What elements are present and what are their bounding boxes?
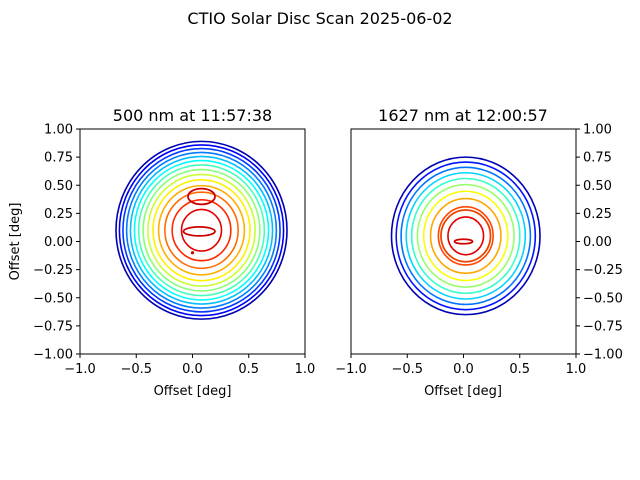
contour-level-10	[447, 216, 485, 256]
contour-peak-ring-1	[440, 209, 492, 263]
contour-level-8	[142, 168, 261, 292]
contour-level-7	[137, 164, 266, 297]
contour-level-5	[410, 177, 521, 295]
panel-right-xlabel: Offset [deg]	[424, 384, 502, 399]
y-tick-label: 0.50	[44, 179, 73, 194]
contour-level-6	[416, 183, 515, 288]
panel-right: 1627 nm at 12:00:57 −1.0 −0.5 0.0 0.5 1.0−1.…	[335, 106, 623, 399]
contour-level-3	[122, 147, 281, 313]
panel-left: 500 nm at 11:57:38 −1.0 −0.5 0.0 0.5 1.0−1.0…	[8, 106, 315, 399]
panel-left-title: 500 nm at 11:57:38	[113, 106, 272, 125]
contour-level-6	[133, 159, 270, 301]
contour-level-12	[164, 191, 239, 270]
y-tick-label: 0.25	[44, 207, 73, 222]
y-tick-label: −0.25	[583, 263, 623, 278]
y-tick-label: −0.50	[583, 291, 623, 306]
y-tick-label: 0.25	[583, 207, 612, 222]
y-tick-label: −0.75	[33, 319, 73, 334]
x-tick-label: 0.0	[453, 362, 474, 377]
x-tick-label: −1.0	[335, 362, 367, 377]
y-tick-label: 0.75	[44, 151, 73, 166]
contour-level-2	[118, 144, 285, 317]
y-tick-label: −0.50	[33, 291, 73, 306]
contour-level-9	[147, 173, 256, 287]
x-tick-label: −0.5	[391, 362, 423, 377]
contour-level-1	[115, 140, 288, 320]
contour-peak-loop-2	[182, 225, 216, 237]
panel-left-xlabel: Offset [deg]	[154, 384, 232, 399]
figure-suptitle: CTIO Solar Disc Scan 2025-06-02	[187, 9, 452, 28]
contour-level-5	[129, 155, 274, 305]
panel-right-ticks: −1.0 −0.5 0.0 0.5 1.0−1.00 −0.75 −0.50 −0.25 0.0…	[335, 123, 623, 378]
x-tick-label: 0.0	[182, 362, 203, 377]
x-tick-label: 0.5	[509, 362, 530, 377]
contour-peak-dot	[190, 251, 195, 255]
panel-left-ticks: −1.0 −0.5 0.0 0.5 1.0 −1.00 −0.75 −0.50 −0.25 0.0…	[33, 123, 315, 378]
contour-peak-loop-1	[187, 187, 216, 206]
contour-level-3	[400, 166, 532, 306]
contour-level-13	[171, 198, 232, 262]
contour-peak-loop-2	[453, 238, 474, 245]
panel-left-contours	[115, 140, 288, 320]
y-tick-label: 1.00	[44, 123, 73, 138]
contour-level-14	[180, 208, 223, 252]
y-tick-label: 0.00	[583, 235, 612, 250]
panel-right-contours	[390, 156, 541, 316]
y-tick-label: −1.00	[583, 348, 623, 363]
panel-right-title: 1627 nm at 12:00:57	[378, 106, 548, 125]
contour-level-1	[390, 156, 541, 316]
y-tick-label: −0.25	[33, 263, 73, 278]
contour-level-4	[405, 171, 527, 300]
contour-level-11	[157, 184, 246, 276]
panel-left-ylabel: Offset [deg]	[8, 203, 23, 281]
y-tick-label: 0.50	[583, 179, 612, 194]
contour-level-4	[125, 151, 278, 309]
x-tick-label: 1.0	[295, 362, 316, 377]
y-tick-label: −1.00	[33, 348, 73, 363]
x-tick-label: 0.5	[238, 362, 259, 377]
y-tick-label: 0.75	[583, 151, 612, 166]
y-tick-label: −0.75	[583, 319, 623, 334]
x-tick-label: −1.0	[64, 362, 96, 377]
contour-level-2	[395, 161, 537, 311]
y-tick-label: 0.00	[44, 235, 73, 250]
y-tick-label: 1.00	[583, 123, 612, 138]
x-tick-label: −0.5	[120, 362, 152, 377]
x-tick-label: 1.0	[566, 362, 587, 377]
contour-level-10	[152, 179, 251, 282]
contour-level-8	[429, 197, 502, 275]
contour-level-7	[422, 190, 509, 282]
contour-level-9	[437, 206, 494, 266]
